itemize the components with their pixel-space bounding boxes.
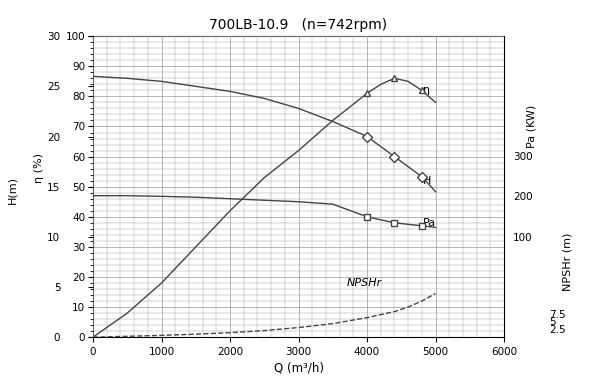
- Text: Pa (KW): Pa (KW): [526, 105, 536, 148]
- Text: H(m): H(m): [7, 176, 17, 205]
- Text: 7.5: 7.5: [549, 310, 566, 320]
- Text: 200: 200: [513, 192, 533, 202]
- Title: 700LB-10.9   (n=742rpm): 700LB-10.9 (n=742rpm): [209, 18, 388, 32]
- Text: 2.5: 2.5: [549, 325, 566, 335]
- Text: η: η: [423, 85, 430, 95]
- Text: η (%): η (%): [34, 153, 44, 183]
- Text: H: H: [423, 176, 431, 186]
- X-axis label: Q (m³/h): Q (m³/h): [274, 361, 323, 374]
- Text: Pa: Pa: [423, 218, 436, 228]
- Text: NPSHr (m): NPSHr (m): [562, 233, 572, 291]
- Text: 300: 300: [513, 152, 533, 162]
- Text: 5: 5: [549, 317, 556, 327]
- Text: 100: 100: [513, 233, 533, 243]
- Text: NPSHr: NPSHr: [346, 278, 382, 288]
